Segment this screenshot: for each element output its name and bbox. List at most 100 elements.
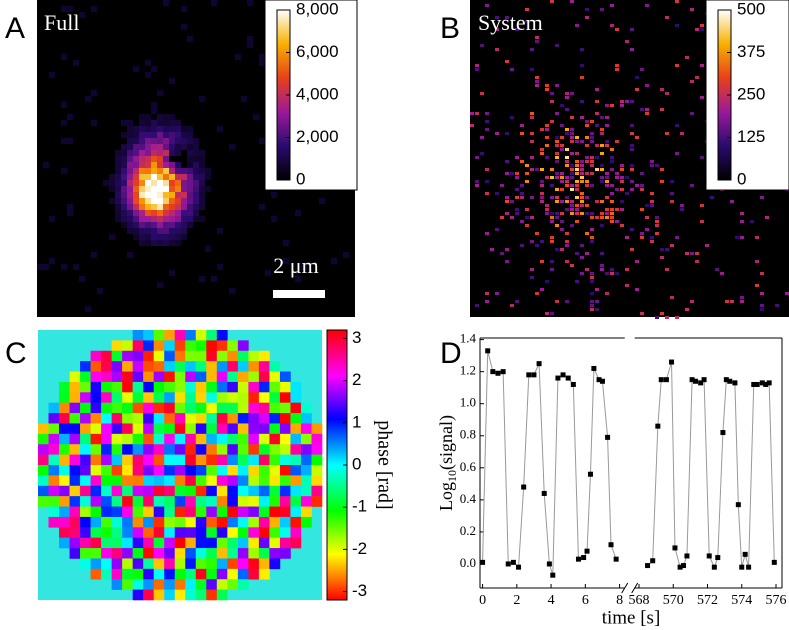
phase-pixel bbox=[290, 485, 302, 497]
image-pixel bbox=[525, 8, 529, 11]
image-pixel bbox=[640, 312, 644, 315]
image-pixel bbox=[580, 140, 584, 143]
image-pixel bbox=[121, 210, 127, 216]
phase-pixel bbox=[195, 433, 207, 445]
phase-pixel bbox=[216, 350, 228, 362]
phase-pixel bbox=[216, 485, 228, 497]
image-pixel bbox=[181, 216, 187, 222]
image-pixel bbox=[187, 192, 193, 198]
phase-pixel bbox=[143, 361, 155, 372]
phase-pixel bbox=[132, 558, 144, 570]
image-pixel bbox=[139, 180, 145, 186]
phase-pixel bbox=[311, 485, 323, 497]
phase-pixel bbox=[216, 454, 228, 466]
phase-pixel bbox=[227, 392, 239, 403]
image-pixel bbox=[605, 272, 609, 275]
image-pixel bbox=[43, 264, 49, 270]
image-pixel bbox=[590, 120, 594, 123]
image-pixel bbox=[181, 180, 187, 186]
image-pixel bbox=[199, 216, 205, 222]
phase-pixel bbox=[195, 589, 207, 601]
image-pixel bbox=[640, 208, 644, 211]
image-pixel bbox=[585, 120, 589, 123]
image-pixel bbox=[61, 120, 67, 126]
colorbar-tick-label: 0 bbox=[737, 169, 746, 188]
image-pixel bbox=[187, 216, 193, 222]
data-point bbox=[560, 372, 566, 378]
image-pixel bbox=[615, 272, 619, 275]
phase-pixel bbox=[195, 423, 207, 435]
image-pixel bbox=[605, 292, 609, 295]
image-pixel bbox=[145, 60, 151, 66]
phase-pixel bbox=[269, 496, 281, 507]
phase-pixel bbox=[143, 485, 155, 497]
image-pixel bbox=[580, 48, 584, 51]
image-pixel bbox=[115, 156, 121, 162]
image-pixel bbox=[600, 164, 604, 167]
phase-pixel bbox=[80, 371, 91, 383]
phase-pixel bbox=[279, 423, 291, 435]
image-pixel bbox=[109, 180, 115, 186]
image-pixel bbox=[505, 248, 509, 251]
image-pixel bbox=[595, 168, 599, 171]
phase-pixel bbox=[111, 392, 123, 403]
image-pixel bbox=[229, 144, 235, 150]
image-pixel bbox=[620, 164, 624, 167]
phase-pixel bbox=[111, 475, 123, 487]
image-pixel bbox=[620, 200, 624, 203]
phase-pixel bbox=[111, 465, 123, 476]
phase-pixel bbox=[248, 496, 260, 507]
phase-pixel bbox=[122, 423, 133, 435]
phase-pixel bbox=[216, 589, 228, 601]
data-point bbox=[584, 548, 590, 554]
phase-pixel bbox=[59, 392, 70, 403]
image-pixel bbox=[199, 204, 205, 210]
phase-pixel bbox=[279, 475, 291, 487]
image-pixel bbox=[610, 192, 614, 195]
data-point bbox=[711, 564, 717, 570]
image-pixel bbox=[740, 212, 744, 215]
image-pixel bbox=[163, 228, 169, 234]
image-pixel bbox=[121, 168, 127, 174]
phase-pixel bbox=[174, 402, 186, 414]
data-point bbox=[771, 559, 777, 565]
image-pixel bbox=[175, 180, 181, 186]
image-pixel bbox=[530, 132, 534, 135]
image-pixel bbox=[680, 132, 684, 135]
image-pixel bbox=[199, 96, 205, 102]
phase-pixel bbox=[69, 371, 81, 383]
phase-pixel bbox=[195, 485, 207, 497]
phase-pixel bbox=[216, 371, 228, 383]
phase-pixel bbox=[122, 361, 133, 372]
phase-pixel bbox=[59, 454, 70, 466]
image-pixel bbox=[765, 216, 769, 219]
phase-pixel bbox=[174, 475, 186, 487]
image-pixel bbox=[163, 0, 169, 6]
phase-pixel bbox=[164, 527, 176, 538]
image-pixel bbox=[139, 162, 145, 168]
phase-pixel bbox=[164, 444, 176, 455]
image-pixel bbox=[151, 216, 157, 222]
image-pixel bbox=[480, 92, 484, 95]
image-pixel bbox=[145, 180, 151, 186]
phase-pixel bbox=[174, 579, 186, 590]
phase-pixel bbox=[48, 496, 60, 507]
phase-pixel bbox=[269, 537, 281, 549]
image-pixel bbox=[560, 212, 564, 215]
phase-pixel bbox=[290, 506, 302, 518]
phase-pixel bbox=[311, 444, 323, 455]
y-axis-label-part: (signal) bbox=[436, 415, 457, 470]
image-pixel bbox=[555, 176, 559, 179]
image-pixel bbox=[175, 144, 181, 150]
image-pixel bbox=[259, 138, 265, 144]
image-pixel bbox=[217, 264, 223, 270]
phase-pixel bbox=[174, 350, 186, 362]
data-point bbox=[587, 471, 593, 477]
phase-pixel bbox=[206, 454, 218, 466]
phase-pixel bbox=[248, 361, 260, 372]
image-pixel bbox=[85, 96, 91, 102]
image-pixel bbox=[133, 228, 139, 234]
phase-pixel bbox=[153, 381, 165, 393]
